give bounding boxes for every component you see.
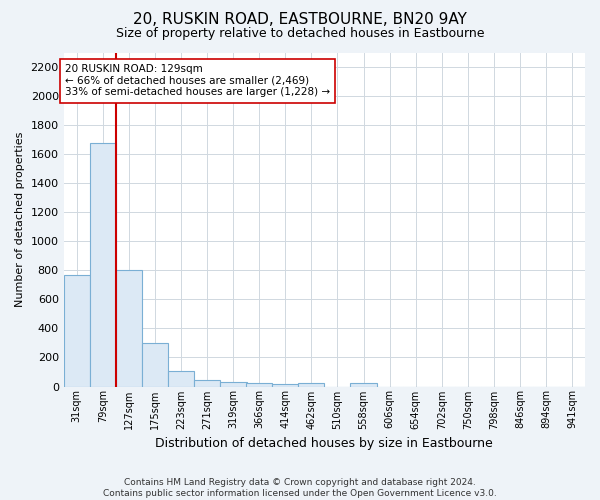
Bar — [220, 382, 247, 386]
Text: Contains HM Land Registry data © Crown copyright and database right 2024.
Contai: Contains HM Land Registry data © Crown c… — [103, 478, 497, 498]
Text: Size of property relative to detached houses in Eastbourne: Size of property relative to detached ho… — [116, 28, 484, 40]
Bar — [116, 270, 142, 386]
Bar — [298, 383, 325, 386]
Bar — [168, 370, 194, 386]
Bar — [350, 383, 377, 386]
Bar — [142, 343, 168, 386]
Bar — [90, 142, 116, 386]
Bar — [64, 274, 90, 386]
Y-axis label: Number of detached properties: Number of detached properties — [15, 132, 25, 307]
Text: 20, RUSKIN ROAD, EASTBOURNE, BN20 9AY: 20, RUSKIN ROAD, EASTBOURNE, BN20 9AY — [133, 12, 467, 28]
X-axis label: Distribution of detached houses by size in Eastbourne: Distribution of detached houses by size … — [155, 437, 493, 450]
Text: 20 RUSKIN ROAD: 129sqm
← 66% of detached houses are smaller (2,469)
33% of semi-: 20 RUSKIN ROAD: 129sqm ← 66% of detached… — [65, 64, 330, 98]
Bar — [246, 383, 272, 386]
Bar — [194, 380, 220, 386]
Bar — [272, 384, 298, 386]
